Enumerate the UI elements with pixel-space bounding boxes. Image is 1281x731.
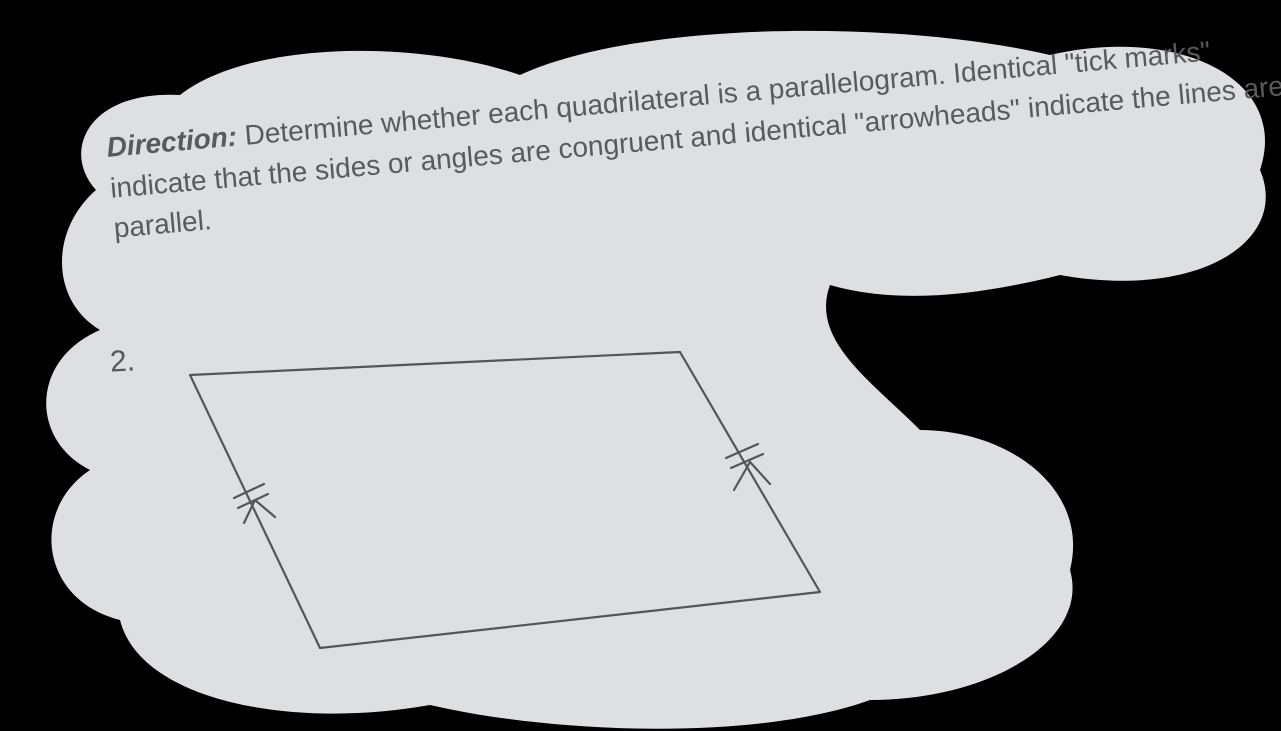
right-tick-1: [726, 444, 758, 458]
worksheet-page: { "page": { "background": "#000000", "pa…: [0, 0, 1281, 731]
parallelogram-figure: [0, 0, 1281, 731]
left-side-marks: [234, 484, 275, 523]
left-tick-1: [234, 484, 264, 498]
right-side-marks: [726, 444, 770, 490]
parallelogram-outline: [190, 352, 820, 648]
